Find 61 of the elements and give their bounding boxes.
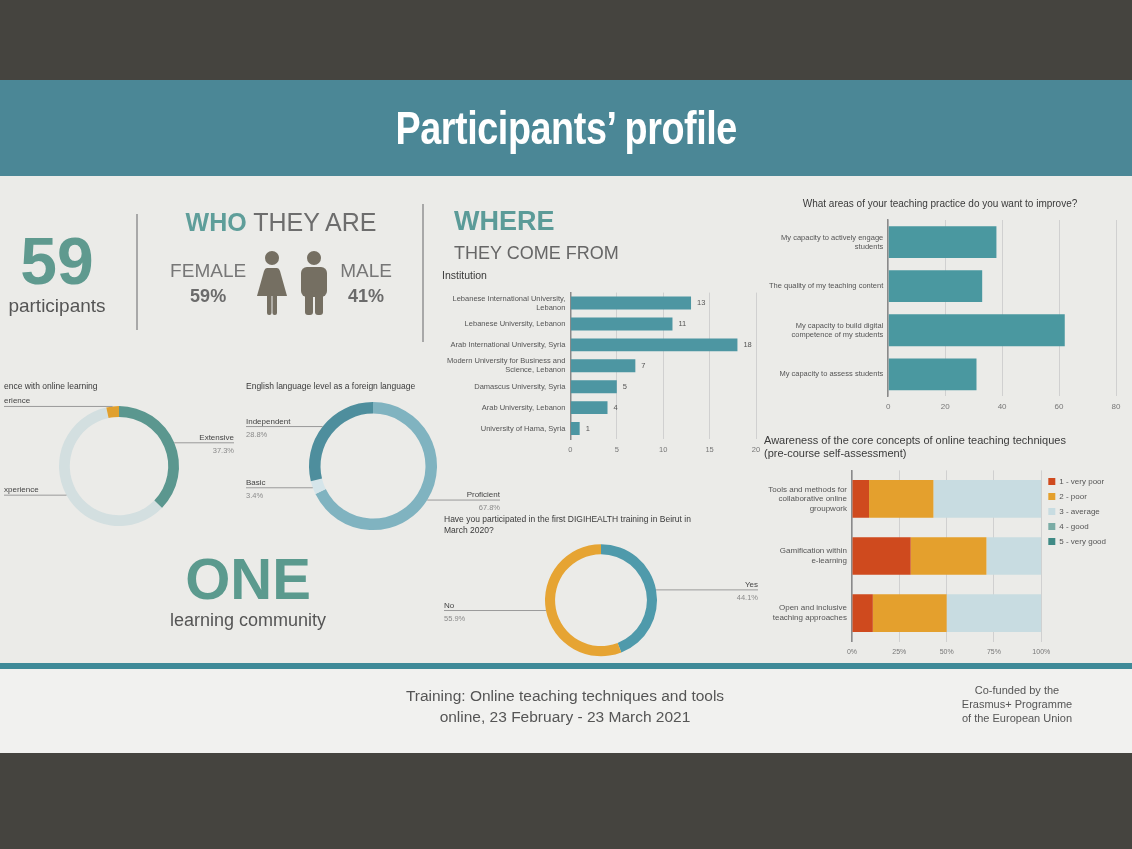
bar	[852, 480, 870, 518]
slice-label: erience	[4, 396, 31, 406]
text: ONE	[185, 546, 311, 611]
legend-label: 4 - good	[1059, 521, 1089, 531]
slice-label: xperience	[4, 485, 40, 495]
chart-title: Have you participated in the first DIGIHEALTH training in Beirut in March 2020?	[444, 514, 692, 535]
text: Institution	[442, 269, 488, 282]
category-label: MALE	[340, 259, 392, 282]
chart-title: What areas of your teaching practice do you want to improve?	[802, 197, 1078, 209]
x-tick-label: 60	[1054, 402, 1065, 412]
legend-label: 3 - average	[1059, 506, 1101, 516]
chart-title: English language level as a foreign language	[246, 381, 416, 392]
chart-title: Awareness of the core concepts of online teaching techniques (pre-course self-assessment)	[764, 433, 1067, 459]
text: THEY COME FROM	[454, 243, 619, 264]
slice-label: Independent	[246, 416, 292, 426]
text: participants	[8, 295, 106, 317]
text: Training: Online teaching techniques and tools online, 23 February - 23 March 2021	[404, 686, 726, 727]
y-tick-label: Open and inclusive teaching approaches	[772, 603, 848, 623]
y-tick-label: Gamification within e-learning	[779, 546, 847, 565]
bar	[986, 537, 1042, 575]
text: Participants’ profile	[395, 101, 737, 155]
y-tick-label: Tools and methods for collaborative online groupwork	[768, 484, 848, 513]
bar	[869, 480, 934, 518]
text: WHO THEY ARE	[185, 208, 377, 236]
legend-label: 2 - poor	[1059, 491, 1088, 501]
text: learning community	[169, 610, 327, 631]
bar	[872, 594, 947, 632]
bar	[933, 480, 1042, 518]
bar	[852, 594, 873, 632]
legend-label: 1 - very poor	[1059, 476, 1105, 486]
slice-label: Yes	[744, 579, 758, 589]
bar	[570, 422, 580, 436]
category-label: FEMALE	[170, 259, 247, 282]
x-tick-label: 0	[886, 402, 892, 412]
text: 59%	[190, 285, 227, 306]
bar	[888, 270, 983, 303]
bar	[570, 317, 673, 331]
x-tick-label: 40	[997, 402, 1008, 412]
chart-title: ence with online learning	[4, 381, 98, 392]
text: Co-funded by the Erasmus+ Programme of the European Union	[960, 683, 1074, 725]
slice-label: Basic	[246, 477, 266, 487]
bar	[570, 338, 738, 352]
bar	[910, 537, 987, 575]
text: 41%	[348, 285, 385, 306]
bar	[888, 314, 1065, 347]
bar	[852, 537, 911, 575]
bar	[888, 358, 977, 391]
bar	[888, 226, 997, 258]
bar	[946, 594, 1042, 632]
bar	[570, 380, 617, 394]
text: 59	[20, 224, 94, 298]
slice-label: Extensive	[199, 432, 235, 442]
legend-label: 5 - very good	[1059, 536, 1107, 546]
x-tick-label: 80	[1111, 402, 1121, 412]
bar	[570, 359, 636, 373]
slice-label: Proficient	[466, 490, 501, 500]
x-tick-label: 20	[940, 402, 951, 412]
slice-label: No	[444, 600, 455, 610]
text: WHERE	[454, 206, 555, 237]
bar	[570, 296, 692, 310]
bar	[570, 401, 608, 415]
